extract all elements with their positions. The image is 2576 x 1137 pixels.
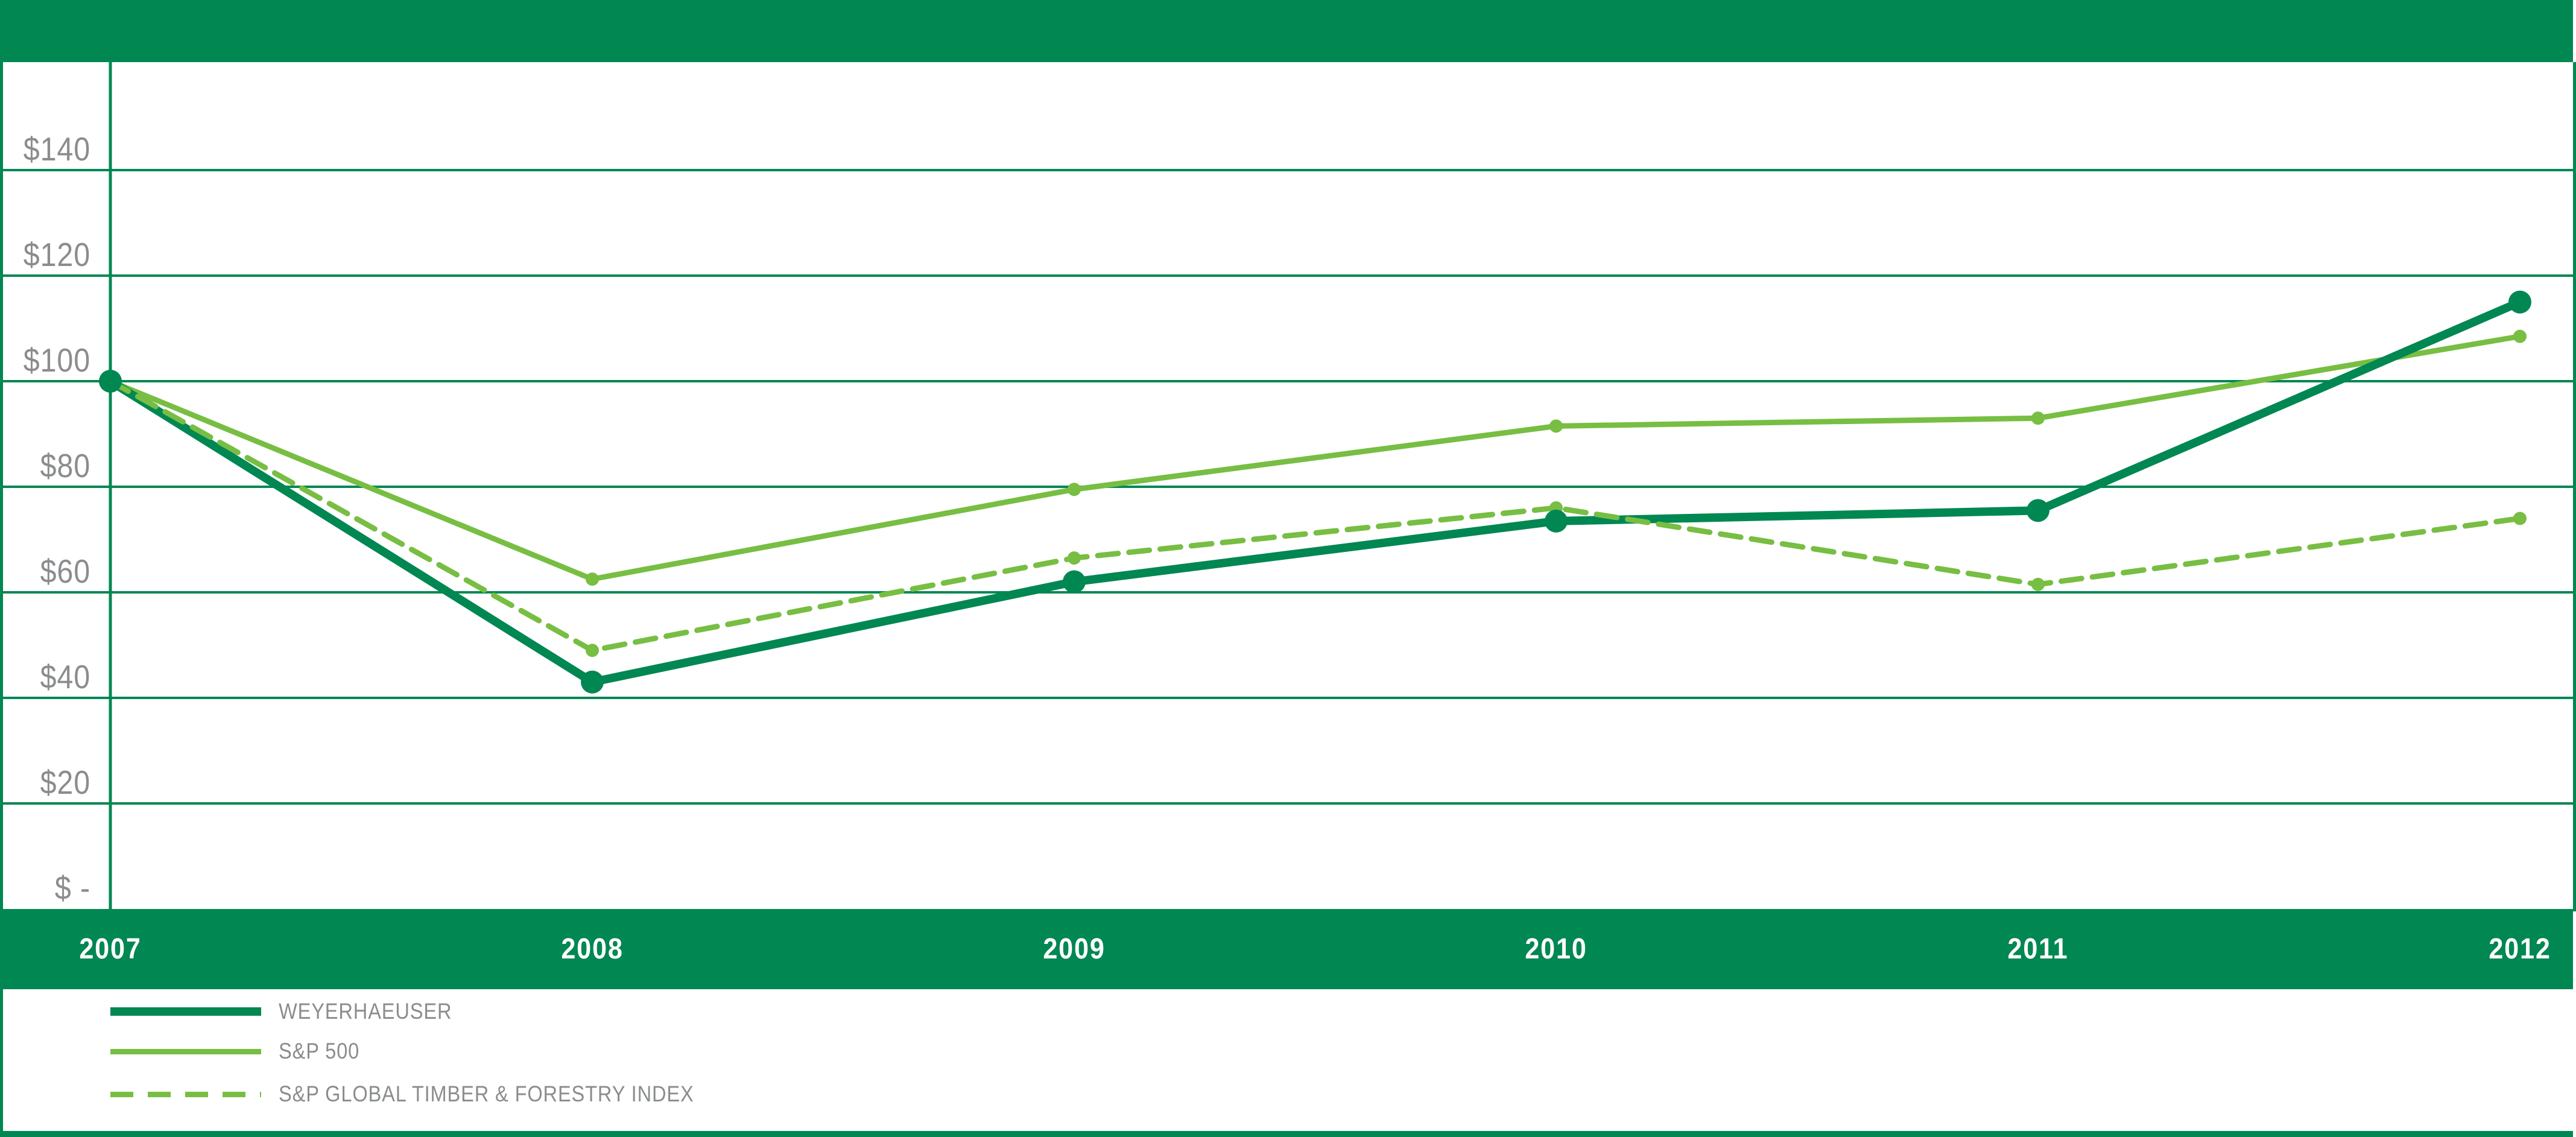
- legend-label: S&P GLOBAL TIMBER & FORESTRY INDEX: [279, 1082, 694, 1106]
- y-tick-label: $80: [40, 447, 90, 484]
- data-point: [2031, 577, 2045, 591]
- data-point: [1068, 483, 1081, 496]
- series-line-s-p-500: [107, 334, 2523, 582]
- y-tick-label: $40: [40, 658, 90, 695]
- legend: WEYERHAEUSER S&P 500 S&P GLOBAL TIMBER & F…: [110, 989, 1437, 1131]
- data-point: [2027, 499, 2049, 522]
- header-bar: [0, 0, 2573, 62]
- x-year-label: 2012: [2489, 933, 2551, 965]
- legend-item: WEYERHAEUSER: [110, 999, 476, 1024]
- legend-line-swatch: [110, 1091, 261, 1097]
- series-line-s-p-global-timber-forestry-index: [107, 378, 2523, 653]
- data-point: [1549, 419, 1563, 433]
- chart-right-border: [2573, 62, 2576, 911]
- legend-label: WEYERHAEUSER: [279, 999, 452, 1024]
- data-point: [99, 370, 122, 393]
- series-line-weyerhaeuser: [106, 297, 2524, 687]
- data-point: [1063, 570, 1086, 594]
- legend-label: S&P 500: [279, 1039, 360, 1063]
- x-axis-band: 2007 2008 2009 2010 2011 2012: [0, 909, 2573, 989]
- y-tick-label: $ -: [54, 869, 90, 907]
- legend-line-swatch: [110, 1007, 261, 1016]
- x-year-label: 2008: [561, 933, 624, 965]
- x-year-label: 2009: [1043, 933, 1106, 965]
- y-tick-label: $120: [23, 236, 90, 273]
- data-point: [2513, 329, 2527, 343]
- x-year-label: 2010: [1525, 933, 1587, 965]
- data-point: [586, 644, 599, 657]
- bottom-bar: [0, 1131, 2573, 1137]
- legend-line-swatch: [110, 1048, 261, 1054]
- y-tick-label: $140: [23, 130, 90, 168]
- y-tick-label: $100: [23, 341, 90, 379]
- x-year-label: 2011: [2007, 933, 2069, 965]
- data-point: [1068, 551, 1081, 565]
- legend-item: S&P GLOBAL TIMBER & FORESTRY INDEX: [110, 1082, 750, 1106]
- data-point: [2031, 411, 2045, 425]
- y-tick-label: $60: [40, 553, 90, 590]
- data-point: [2513, 511, 2527, 525]
- chart-left-border: [0, 62, 3, 1137]
- data-point: [1545, 509, 1568, 533]
- data-point: [581, 670, 604, 694]
- data-point: [586, 572, 599, 586]
- data-point: [2508, 290, 2531, 314]
- y-tick-label: $20: [40, 764, 90, 801]
- x-year-label: 2007: [79, 933, 142, 965]
- legend-item: S&P 500: [110, 1039, 370, 1063]
